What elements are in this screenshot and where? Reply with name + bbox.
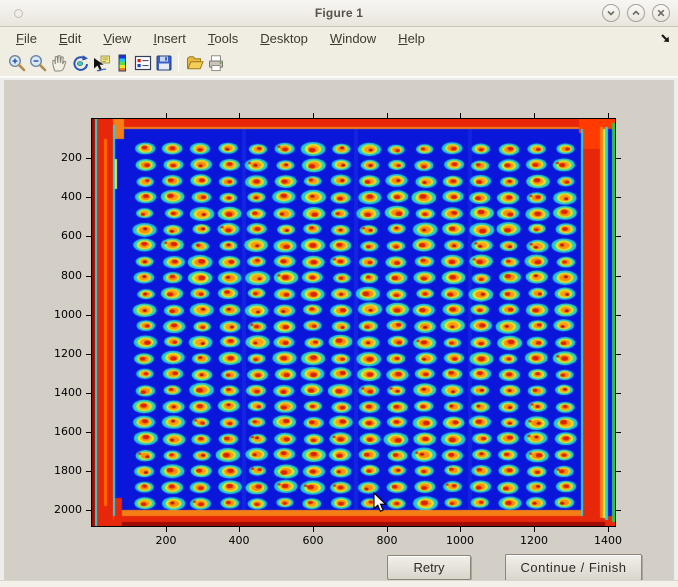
x-tick-bottom	[166, 527, 167, 532]
menu-items: File Edit View Insert Tools Desktop Window Help	[0, 27, 436, 50]
y-tick-right	[616, 276, 621, 277]
dock-figure-arrow-icon[interactable]	[658, 31, 672, 45]
window-title: Figure 1	[314, 6, 364, 20]
continue-finish-button[interactable]: Continue / Finish	[505, 554, 642, 581]
y-tick-left	[86, 471, 91, 472]
x-tick-label: 400	[228, 534, 250, 547]
x-tick-label: 1200	[520, 534, 548, 547]
y-tick-label: 1000	[54, 308, 82, 321]
x-tick-label: 1400	[594, 534, 622, 547]
x-tick-label: 200	[155, 534, 177, 547]
x-tick-label: 1000	[446, 534, 474, 547]
x-tick-label: 600	[302, 534, 324, 547]
insert-legend-icon[interactable]	[132, 52, 153, 74]
y-tick-left	[86, 432, 91, 433]
maximize-button[interactable]	[627, 4, 645, 22]
print-figure-icon[interactable]	[205, 52, 226, 74]
close-icon	[657, 9, 665, 17]
chevron-up-icon	[632, 10, 640, 16]
y-tick-right	[616, 197, 621, 198]
menu-item-tools[interactable]: Tools	[207, 31, 239, 46]
y-tick-right	[616, 510, 621, 511]
window-bottom-border	[0, 580, 678, 587]
y-tick-right	[616, 471, 621, 472]
y-tick-label: 1600	[54, 425, 82, 438]
y-tick-right	[616, 315, 621, 316]
plate-heatmap-canvas	[92, 119, 615, 526]
minimize-button[interactable]	[602, 4, 620, 22]
y-tick-left	[86, 354, 91, 355]
menu-item-edit[interactable]: Edit	[58, 31, 82, 46]
x-tick-bottom	[534, 527, 535, 532]
menu-item-desktop[interactable]: Desktop	[260, 31, 308, 46]
x-tick-bottom	[608, 527, 609, 532]
insert-colorbar-icon[interactable]	[111, 52, 132, 74]
x-tick-top	[608, 113, 609, 118]
toolbar-separator	[178, 53, 179, 73]
title-bar[interactable]: Figure 1	[0, 0, 678, 27]
data-cursor-icon[interactable]	[90, 52, 111, 74]
y-tick-right	[616, 236, 621, 237]
menu-item-window[interactable]: Window	[329, 31, 377, 46]
x-tick-bottom	[460, 527, 461, 532]
y-tick-label: 1400	[54, 386, 82, 399]
y-tick-left	[86, 276, 91, 277]
x-tick-bottom	[387, 527, 388, 532]
y-tick-right	[616, 354, 621, 355]
y-tick-label: 1200	[54, 347, 82, 360]
open-file-icon[interactable]	[184, 52, 205, 74]
y-tick-right	[616, 432, 621, 433]
x-tick-top	[534, 113, 535, 118]
window-controls	[602, 4, 670, 22]
close-button[interactable]	[652, 4, 670, 22]
y-tick-left	[86, 315, 91, 316]
y-tick-left	[86, 510, 91, 511]
y-tick-right	[616, 393, 621, 394]
x-tick-top	[460, 113, 461, 118]
y-tick-left	[86, 197, 91, 198]
save-figure-icon[interactable]	[153, 52, 174, 74]
x-tick-bottom	[239, 527, 240, 532]
y-tick-label: 1800	[54, 464, 82, 477]
y-tick-right	[616, 158, 621, 159]
y-tick-label: 2000	[54, 503, 82, 516]
zoom-out-icon[interactable]	[27, 52, 48, 74]
y-tick-label: 200	[61, 151, 82, 164]
y-tick-label: 600	[61, 229, 82, 242]
menu-item-view[interactable]: View	[103, 31, 132, 46]
y-tick-left	[86, 236, 91, 237]
y-tick-label: 800	[61, 269, 82, 282]
y-tick-label: 400	[61, 190, 82, 203]
pan-icon[interactable]	[48, 52, 69, 74]
menu-item-file[interactable]: File	[16, 31, 37, 46]
x-tick-label: 800	[376, 534, 398, 547]
y-tick-left	[86, 393, 91, 394]
menu-bar: File Edit View Insert Tools Desktop Window Help	[0, 27, 678, 50]
window-icon	[14, 8, 23, 18]
x-tick-top	[313, 113, 314, 118]
figure-toolbar	[0, 50, 678, 78]
y-tick-left	[86, 158, 91, 159]
x-tick-top	[239, 113, 240, 118]
menu-item-help[interactable]: Help	[398, 31, 425, 46]
zoom-in-icon[interactable]	[6, 52, 27, 74]
chevron-down-icon	[607, 10, 615, 16]
plot-axes	[91, 118, 616, 527]
menu-item-insert[interactable]: Insert	[153, 31, 186, 46]
x-tick-top	[166, 113, 167, 118]
rotate-3d-icon[interactable]	[69, 52, 90, 74]
x-tick-bottom	[313, 527, 314, 532]
x-tick-top	[387, 113, 388, 118]
retry-button[interactable]: Retry	[387, 555, 471, 580]
